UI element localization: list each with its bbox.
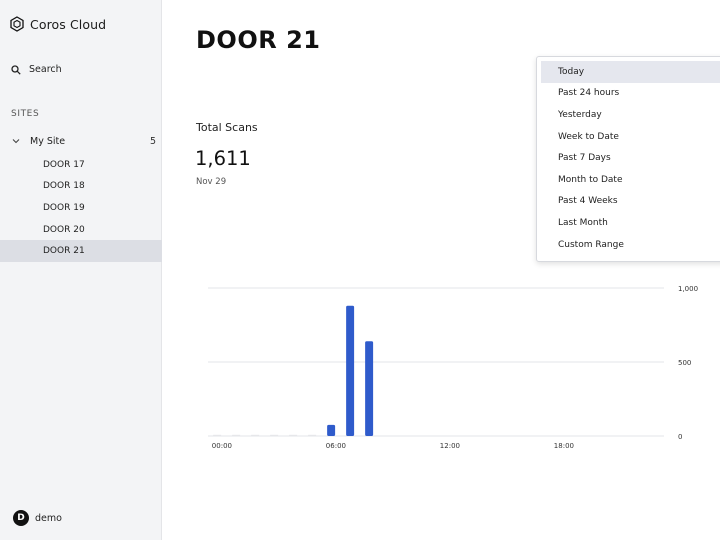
chart-bar [327,424,336,436]
y-tick-label: 0 [678,433,682,441]
sidebar-item-door-19[interactable]: DOOR 19 [43,202,85,213]
metric-date: Nov 29 [196,177,227,187]
hexagon-logo-icon [10,16,24,32]
site-name: My Site [30,135,66,147]
sidebar: Coros Cloud Search SITES My Site 5 DOOR … [0,0,162,540]
sites-section-label: SITES [11,109,40,119]
search-icon [11,64,21,75]
scans-chart-svg: 1,000 500 0 00:00 06:00 12:00 18:00 [208,285,698,450]
door-list: DOOR 17 DOOR 18 DOOR 19 DOOR 20 DOOR 21 [0,154,162,262]
avatar: D [13,510,29,526]
y-tick-label: 1,000 [678,285,698,293]
page-title: DOOR 21 [196,26,321,54]
option-yesterday[interactable]: Yesterday [558,109,602,120]
option-past-24-hours[interactable]: Past 24 hours [558,88,620,99]
option-custom-range[interactable]: Custom Range [558,239,624,250]
scans-chart: 1,000 500 0 00:00 06:00 12:00 18:00 [200,280,720,460]
chart-bar-empty [213,434,222,436]
option-week-to-date[interactable]: Week to Date [558,131,619,142]
user-name: demo [35,512,62,524]
sidebar-item-door-20[interactable]: DOOR 20 [43,224,85,235]
chart-bar [365,341,374,436]
option-month-to-date[interactable]: Month to Date [558,174,623,185]
option-last-month[interactable]: Last Month [558,217,608,228]
chart-bar-empty [232,434,241,436]
time-range-dropdown: Today Past 24 hours Yesterday Week to Da… [536,56,720,262]
sidebar-item-door-21[interactable]: DOOR 21 [0,240,162,262]
x-tick-label: 00:00 [212,442,232,450]
sidebar-item-door-18[interactable]: DOOR 18 [43,181,85,192]
chart-bar-empty [308,434,317,436]
metric-value: 1,611 [195,147,251,170]
chart-bar [346,305,355,436]
chart-bar-empty [270,434,279,436]
chevron-down-icon[interactable] [12,137,20,145]
chart-bar-empty [251,434,260,436]
site-my-site[interactable]: My Site 5 [0,131,162,151]
option-past-7-days[interactable]: Past 7 Days [558,153,611,164]
x-tick-label: 12:00 [440,442,460,450]
search-label: Search [29,64,62,75]
site-door-count: 5 [149,135,156,147]
brand[interactable]: Coros Cloud [10,16,106,32]
sidebar-item-door-17[interactable]: DOOR 17 [43,159,85,170]
x-tick-label: 06:00 [326,442,346,450]
search-button[interactable]: Search [11,64,62,75]
chart-bar-empty [289,434,298,436]
option-today[interactable]: Today [541,61,720,83]
option-past-4-weeks[interactable]: Past 4 Weeks [558,196,618,207]
metric-label: Total Scans [196,121,258,134]
user-menu[interactable]: D demo [13,510,62,526]
y-tick-label: 500 [678,359,691,367]
brand-name: Coros Cloud [30,16,107,32]
x-tick-label: 18:00 [554,442,574,450]
